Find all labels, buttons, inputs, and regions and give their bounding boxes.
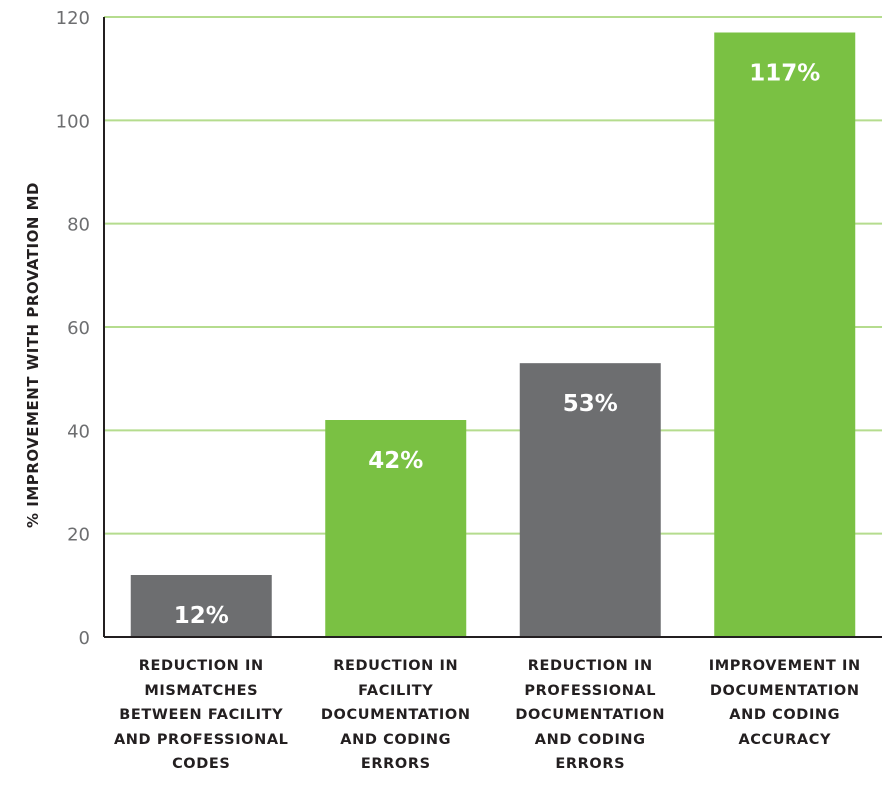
bar — [130, 575, 272, 637]
y-tick-label: 20 — [67, 525, 90, 546]
y-tick-label: 40 — [67, 421, 90, 442]
data-label: 117% — [749, 61, 820, 87]
y-tick-labels: 0 20 40 60 80 100 120 — [56, 8, 90, 649]
bars — [130, 32, 856, 637]
x-category-label: IMPROVEMENT IN DOCUMENTATION AND CODING … — [708, 658, 861, 748]
y-tick-label: 100 — [56, 111, 90, 132]
bar — [325, 420, 467, 637]
x-category-label: REDUCTION IN FACILITY DOCUMENTATION AND … — [320, 658, 471, 772]
y-tick-label: 60 — [67, 318, 90, 339]
bar — [519, 363, 661, 637]
data-label: 53% — [563, 391, 618, 417]
y-tick-label: 80 — [67, 215, 90, 236]
data-label: 12% — [174, 603, 229, 629]
x-category-label: REDUCTION IN PROFESSIONAL DOCUMENTATION … — [515, 658, 666, 772]
y-axis-label: % IMPROVEMENT WITH PROVATION MD — [24, 182, 42, 528]
data-label: 42% — [368, 448, 423, 474]
bar — [714, 32, 856, 637]
y-tick-label: 0 — [79, 628, 90, 649]
data-labels: 12% 42% 53% 117% — [174, 61, 821, 630]
x-category-label: REDUCTION IN MISMATCHES BETWEEN FACILITY… — [113, 658, 289, 772]
y-tick-label: 120 — [56, 8, 90, 29]
